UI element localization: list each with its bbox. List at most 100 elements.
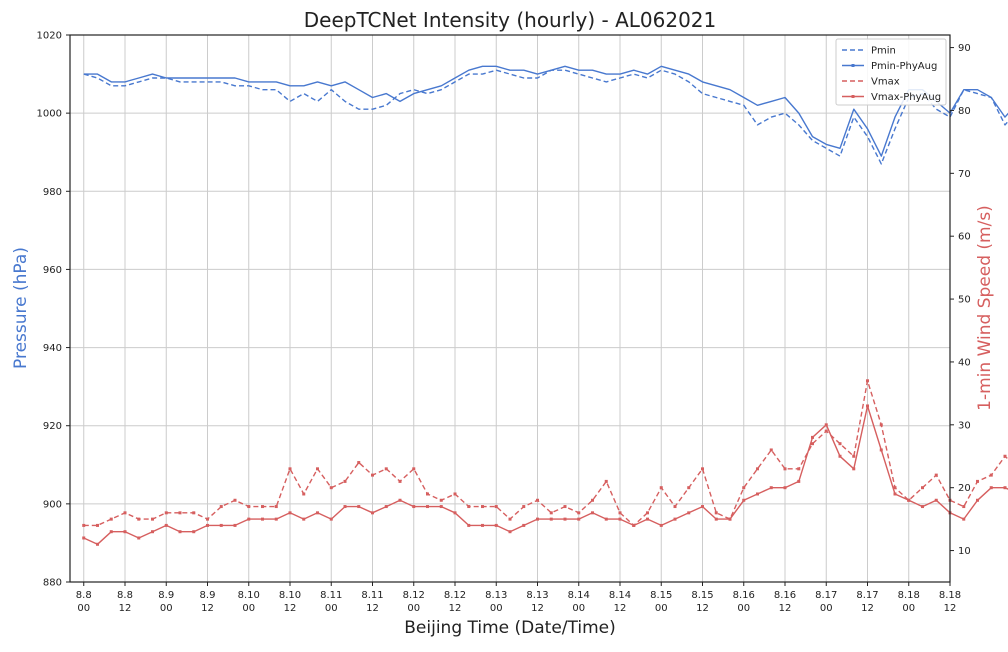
- data-point-vmax-phyaug: [536, 517, 539, 521]
- x-tick-time: 00: [77, 603, 90, 614]
- data-point-vmax-phyaug: [797, 479, 801, 483]
- data-point-vmax: [233, 498, 237, 502]
- x-tick-date: 8.10: [238, 590, 260, 601]
- data-point-vmax-phyaug: [728, 517, 732, 521]
- data-point-vmax-phyaug: [577, 517, 581, 521]
- data-point-vmax-phyaug: [261, 517, 264, 521]
- data-point-vmax: [343, 479, 347, 483]
- axes: 8.8 00 8.8 12 8.9 00 8.9 12 8.10 00 8.10 12 8.11 00 8.…: [37, 31, 971, 615]
- data-point-vmax-phyaug: [481, 523, 484, 527]
- legend-box: [835, 38, 947, 106]
- data-point-vmax-phyaug: [962, 517, 966, 521]
- data-point-vmax-phyaug: [494, 523, 498, 527]
- y-axis-label-left: Pressure (hPa): [11, 247, 31, 369]
- x-tick-date: 8.18: [939, 590, 961, 601]
- legend: Pmin Pmin-PhyAug Vmax Vmax-PhyAug: [835, 38, 947, 106]
- data-point-vmax: [659, 486, 663, 490]
- data-point-vmax: [591, 498, 594, 502]
- data-point-vmax: [646, 511, 649, 515]
- x-tick-time: 12: [861, 603, 874, 614]
- x-tick-date: 8.12: [444, 590, 466, 601]
- y-right-tick-label: 20: [958, 483, 971, 494]
- data-point-vmax: [989, 473, 993, 477]
- data-point-vmax-phyaug: [646, 517, 649, 521]
- data-point-vmax: [151, 517, 154, 521]
- y-left-tick-label: 920: [43, 421, 62, 432]
- data-point-vmax: [838, 442, 842, 446]
- x-tick-time: 00: [737, 603, 750, 614]
- data-point-vmax-phyaug: [467, 523, 471, 527]
- data-point-vmax-phyaug: [453, 511, 457, 515]
- data-point-vmax: [329, 486, 333, 490]
- x-tick-time: 12: [449, 603, 462, 614]
- x-tick-date: 8.8: [76, 590, 92, 601]
- y-left-tick-label: 980: [43, 187, 62, 198]
- x-tick-time: 00: [655, 603, 668, 614]
- legend-marker: [851, 95, 855, 98]
- data-point-vmax-phyaug: [852, 467, 856, 471]
- series-line-vmax: [83, 380, 1008, 527]
- data-point-vmax-phyaug: [439, 505, 443, 509]
- data-point-vmax: [412, 467, 416, 471]
- x-tick-date: 8.9: [200, 590, 216, 601]
- data-point-vmax-phyaug: [632, 523, 636, 527]
- x-tick-time: 00: [902, 603, 915, 614]
- data-point-vmax: [934, 473, 938, 477]
- data-point-vmax: [426, 492, 429, 496]
- data-point-vmax-phyaug: [591, 511, 594, 515]
- data-point-vmax-phyaug: [274, 517, 278, 521]
- data-point-vmax-phyaug: [701, 505, 704, 509]
- data-point-vmax-phyaug: [907, 498, 911, 502]
- data-point-vmax-phyaug: [357, 505, 361, 509]
- legend-label: Vmax-PhyAug: [871, 92, 941, 103]
- data-point-vmax-phyaug: [123, 530, 127, 534]
- data-point-vmax: [109, 517, 113, 521]
- data-point-vmax: [508, 517, 512, 521]
- data-point-vmax-phyaug: [371, 511, 374, 515]
- data-point-vmax: [536, 498, 539, 502]
- data-point-vmax-phyaug: [412, 505, 416, 509]
- data-point-vmax: [742, 486, 746, 490]
- data-point-vmax-phyaug: [838, 454, 842, 458]
- data-point-vmax-phyaug: [1003, 486, 1007, 490]
- data-point-vmax: [288, 467, 292, 471]
- y-right-tick-label: 70: [958, 169, 971, 180]
- data-point-vmax: [316, 467, 319, 471]
- data-point-vmax-phyaug: [96, 542, 99, 546]
- x-tick-time: 12: [944, 603, 957, 614]
- data-point-vmax: [921, 486, 924, 490]
- data-point-vmax: [123, 511, 127, 515]
- data-point-vmax-phyaug: [219, 523, 223, 527]
- data-point-vmax-phyaug: [233, 523, 237, 527]
- x-tick-date: 8.14: [568, 590, 590, 601]
- y-right-tick-label: 10: [958, 546, 971, 557]
- data-point-vmax-phyaug: [329, 517, 333, 521]
- data-point-vmax: [439, 498, 443, 502]
- data-point-vmax-phyaug: [893, 492, 897, 496]
- x-tick-time: 12: [779, 603, 792, 614]
- y-left-tick-label: 960: [43, 265, 62, 276]
- data-point-vmax-phyaug: [164, 523, 168, 527]
- x-tick-date: 8.9: [158, 590, 174, 601]
- data-point-vmax-phyaug: [989, 486, 993, 490]
- data-point-vmax-phyaug: [522, 523, 526, 527]
- data-point-vmax-phyaug: [384, 505, 388, 509]
- data-point-vmax-phyaug: [756, 492, 759, 496]
- data-point-vmax-phyaug: [687, 511, 691, 515]
- x-tick-time: 12: [696, 603, 709, 614]
- x-tick-date: 8.13: [526, 590, 548, 601]
- data-point-vmax-phyaug: [673, 517, 677, 521]
- y-left-tick-label: 1020: [37, 31, 62, 42]
- data-point-vmax-phyaug: [398, 498, 402, 502]
- data-point-vmax: [769, 448, 773, 452]
- data-point-vmax: [522, 505, 526, 509]
- data-point-vmax-phyaug: [206, 523, 209, 527]
- y-axis-label-right: 1-min Wind Speed (m/s): [975, 205, 995, 411]
- data-point-vmax: [549, 511, 553, 515]
- x-tick-time: 00: [160, 603, 173, 614]
- data-point-vmax: [893, 486, 897, 490]
- data-point-vmax: [481, 505, 484, 509]
- data-point-vmax-phyaug: [316, 511, 319, 515]
- data-point-vmax-phyaug: [151, 530, 154, 534]
